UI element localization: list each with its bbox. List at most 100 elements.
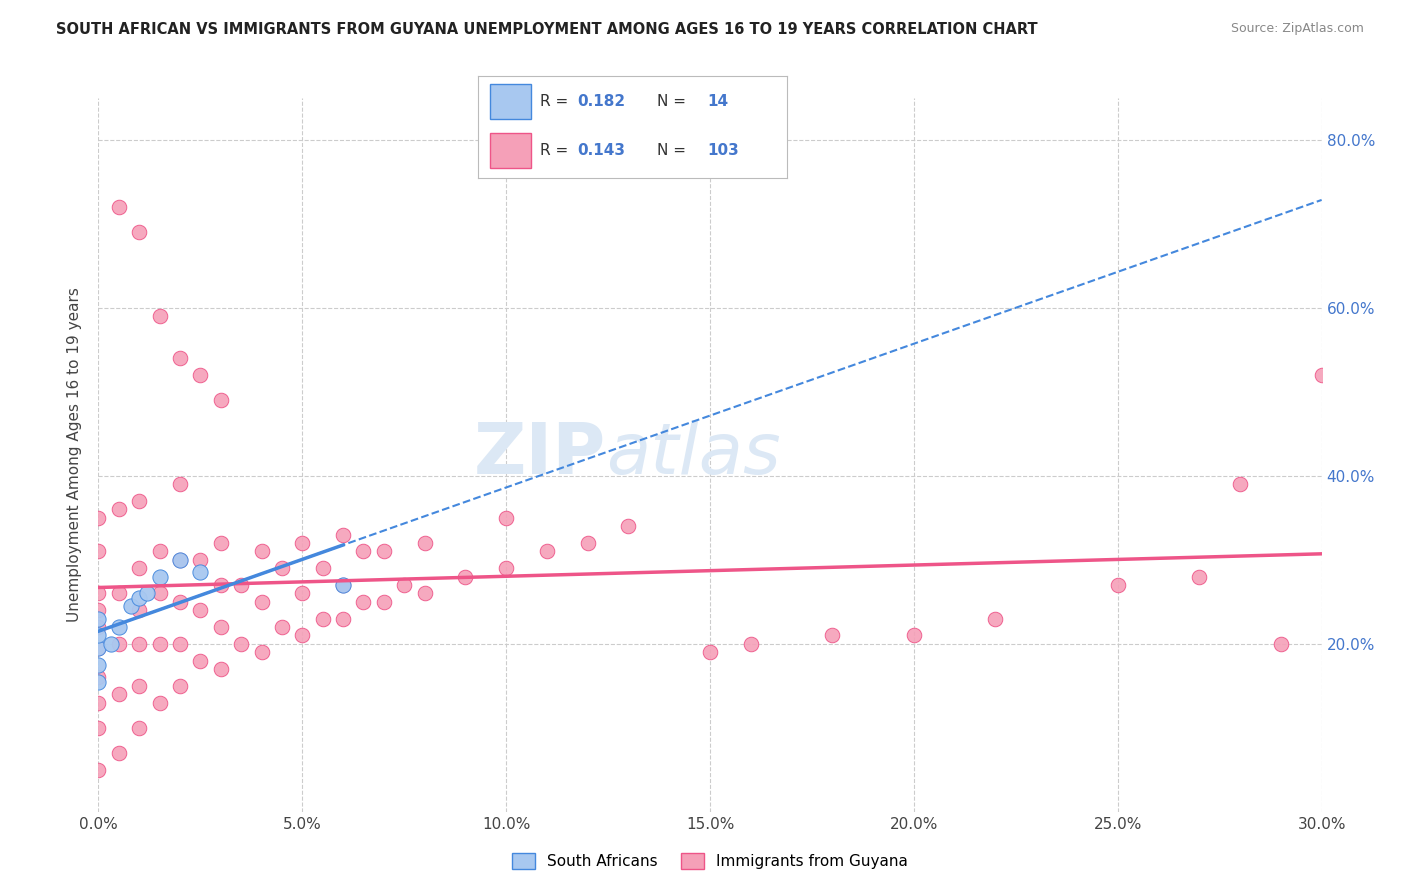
Point (149, 310, 172, 324)
FancyBboxPatch shape (491, 84, 530, 119)
Point (169, 595, 191, 609)
Point (740, 637, 762, 651)
Point (128, 226, 150, 240)
Text: 0.182: 0.182 (576, 94, 626, 109)
Point (312, 612, 335, 626)
Point (454, 569, 477, 583)
Point (149, 586, 172, 600)
Text: ZIP: ZIP (474, 420, 606, 490)
Point (373, 595, 395, 609)
Point (136, 586, 159, 600)
Point (1188, 569, 1211, 583)
Text: atlas: atlas (606, 420, 780, 490)
Point (87, 511, 110, 525)
Point (413, 586, 436, 600)
Point (87, 640, 110, 655)
Point (169, 477, 191, 491)
Point (231, 578, 253, 592)
Point (108, 586, 131, 600)
Point (128, 721, 150, 735)
Point (332, 578, 354, 592)
Point (209, 393, 232, 408)
Point (270, 620, 294, 634)
Y-axis label: Unemployment Among Ages 16 to 19 years: Unemployment Among Ages 16 to 19 years (67, 287, 83, 623)
Point (128, 591, 150, 605)
Point (169, 637, 191, 651)
Point (209, 536, 232, 550)
Point (373, 544, 395, 558)
Point (352, 544, 374, 558)
Point (169, 553, 191, 567)
Point (617, 519, 640, 533)
Point (87, 544, 110, 558)
Point (169, 553, 191, 567)
Point (149, 696, 172, 710)
Point (231, 637, 253, 651)
Point (108, 637, 131, 651)
Point (291, 536, 314, 550)
Point (392, 578, 416, 592)
Point (128, 494, 150, 508)
Point (87, 657, 110, 672)
Point (188, 603, 212, 617)
Point (87, 763, 110, 777)
Point (108, 746, 131, 760)
Point (120, 599, 142, 613)
Point (209, 578, 232, 592)
Point (87, 674, 110, 689)
Point (209, 662, 232, 676)
Text: 14: 14 (707, 94, 728, 109)
Text: 0.143: 0.143 (576, 144, 626, 158)
Point (270, 561, 294, 575)
Point (87, 612, 110, 626)
Point (495, 511, 517, 525)
Point (209, 620, 232, 634)
Point (108, 687, 131, 701)
Text: N =: N = (658, 94, 692, 109)
Text: 103: 103 (707, 144, 738, 158)
Point (1270, 637, 1292, 651)
Point (149, 569, 172, 583)
Point (821, 628, 844, 642)
Point (495, 561, 517, 575)
Point (108, 502, 131, 516)
Point (87, 586, 110, 600)
Point (87, 603, 110, 617)
Point (87, 628, 110, 642)
Point (1229, 477, 1251, 491)
Point (108, 200, 131, 214)
Point (250, 544, 273, 558)
Point (1107, 578, 1129, 592)
Point (903, 628, 925, 642)
FancyBboxPatch shape (491, 133, 530, 168)
Point (188, 553, 212, 567)
Point (128, 637, 150, 651)
Point (149, 637, 172, 651)
Point (413, 536, 436, 550)
Point (352, 595, 374, 609)
Text: N =: N = (658, 144, 692, 158)
Point (100, 637, 122, 651)
Point (1310, 368, 1333, 383)
Text: SOUTH AFRICAN VS IMMIGRANTS FROM GUYANA UNEMPLOYMENT AMONG AGES 16 TO 19 YEARS C: SOUTH AFRICAN VS IMMIGRANTS FROM GUYANA … (56, 22, 1038, 37)
Point (169, 351, 191, 366)
Point (87, 640, 110, 655)
Point (188, 654, 212, 668)
Point (128, 679, 150, 693)
Point (128, 561, 150, 575)
Point (312, 561, 335, 575)
Point (87, 670, 110, 684)
Point (984, 612, 1007, 626)
Point (188, 368, 212, 383)
Point (128, 603, 150, 617)
Point (536, 544, 558, 558)
Point (87, 696, 110, 710)
Point (87, 620, 110, 634)
Point (332, 578, 354, 592)
Point (576, 536, 599, 550)
Point (250, 645, 273, 659)
Point (291, 628, 314, 642)
Text: Source: ZipAtlas.com: Source: ZipAtlas.com (1230, 22, 1364, 36)
Point (332, 612, 354, 626)
Text: R =: R = (540, 144, 574, 158)
